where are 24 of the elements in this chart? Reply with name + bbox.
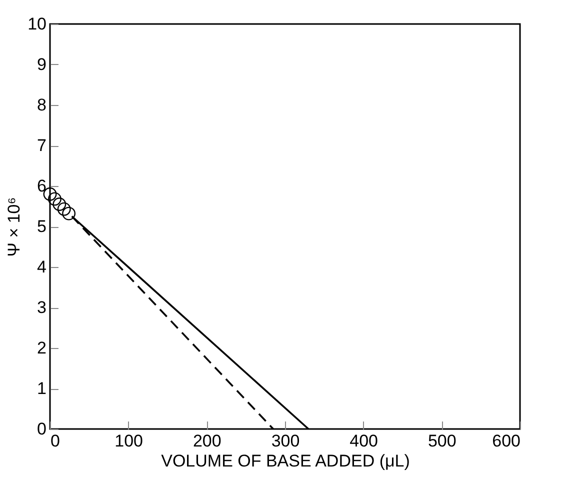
x-axis-title: VOLUME OF BASE ADDED (μL) [161, 452, 410, 470]
x-tick-label: 300 [271, 432, 300, 450]
x-tick-label: 200 [192, 432, 222, 450]
x-tick-label: 0 [50, 432, 60, 450]
y-axis-title: Ψ × 10⁶ [4, 197, 24, 257]
x-tick-label: 400 [350, 432, 378, 450]
y-tick-label: 3 [37, 298, 46, 317]
y-tick-label: 5 [37, 217, 46, 236]
y-tick-label: 10 [28, 14, 46, 34]
x-tick-label: 500 [428, 432, 456, 450]
y-tick-label: 8 [37, 96, 46, 114]
y-tick-label: 6 [37, 176, 46, 196]
point [62, 206, 76, 220]
point [57, 202, 71, 216]
y-tick-label: 9 [37, 55, 46, 74]
y-tick-label: 2 [37, 338, 46, 358]
x-tick-label: 100 [114, 432, 144, 450]
y-tick-label: 0 [37, 420, 46, 438]
point [52, 198, 66, 211]
y-tick-label: 4 [37, 258, 46, 276]
point [48, 192, 62, 206]
y-tick-label: 7 [37, 136, 46, 155]
x-tick-label: 600 [492, 432, 520, 450]
y-tick-label: 1 [37, 379, 46, 398]
